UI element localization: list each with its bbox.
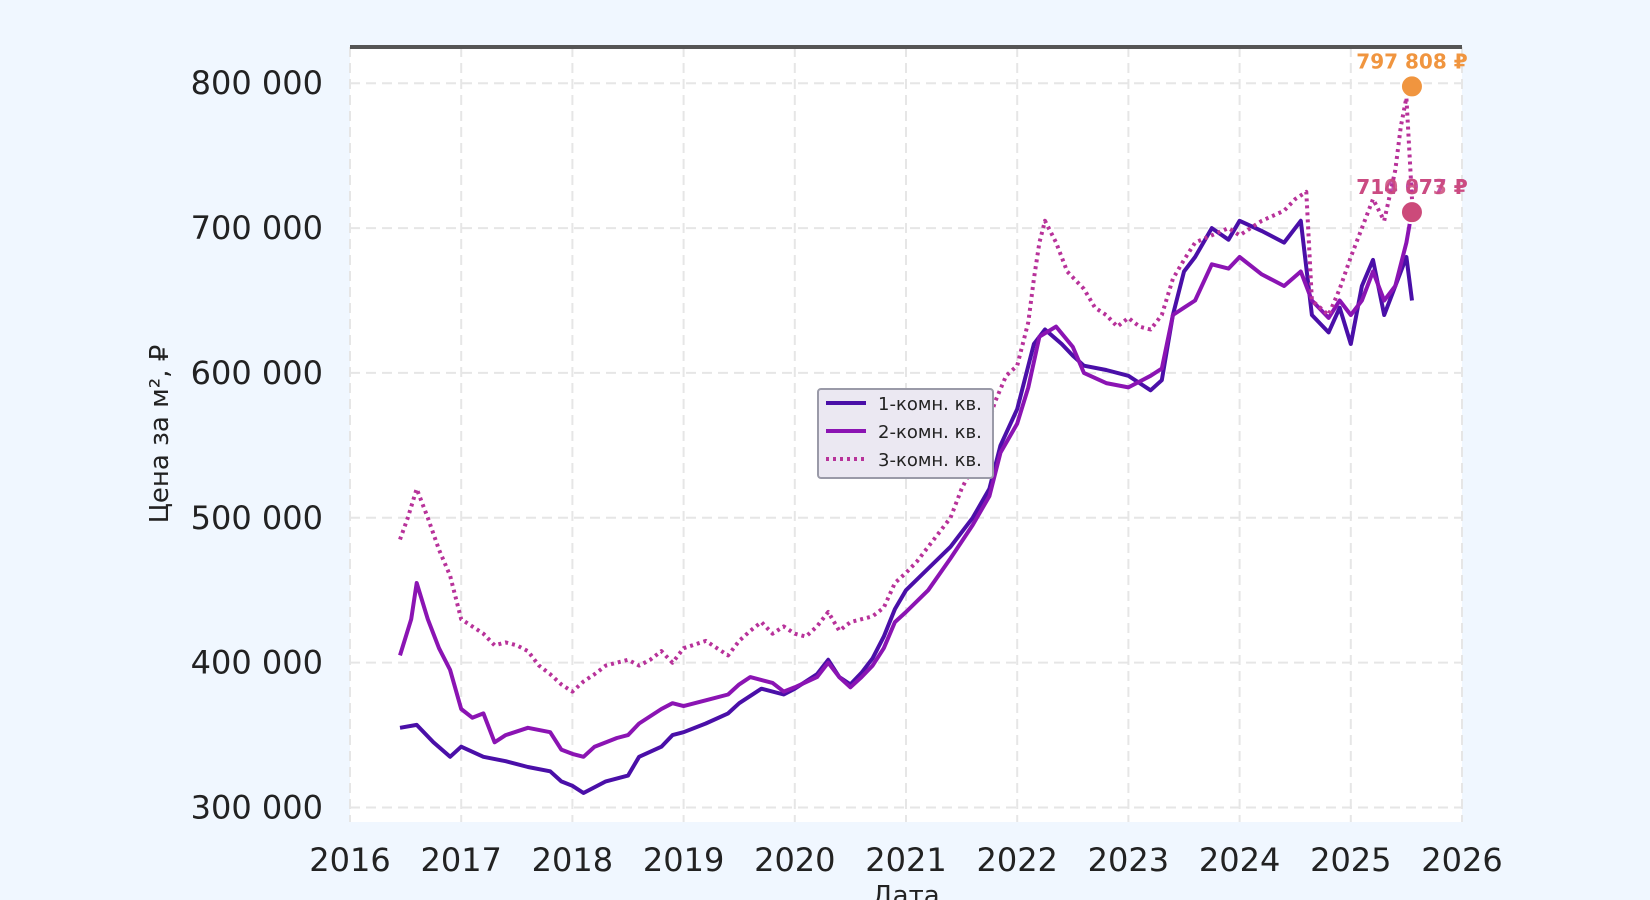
legend-label: 2-комн. кв. xyxy=(878,422,982,443)
y-tick-label: 300 000 xyxy=(191,789,323,827)
grid xyxy=(349,47,1463,822)
y-axis-label: Цена за м², ₽ xyxy=(145,345,175,524)
legend: 1-комн. кв. 2-комн. кв. 3-комн. кв. xyxy=(817,388,994,479)
legend-box xyxy=(817,388,994,479)
x-axis-label: Дата xyxy=(872,881,939,900)
series-line-2 xyxy=(398,210,1414,759)
series-line-3 xyxy=(398,95,1414,694)
x-tick-label: 2019 xyxy=(643,841,724,879)
x-axis-ticks: 2016 2017 2018 2019 2020 2021 2022 2023 2024 2025… xyxy=(309,841,1502,879)
legend-label: 1-комн. кв. xyxy=(878,394,982,415)
series-layer xyxy=(398,95,1414,795)
x-tick-label: 2020 xyxy=(754,841,835,879)
y-tick-label: 700 000 xyxy=(191,209,323,247)
x-tick-label: 2026 xyxy=(1421,841,1502,879)
x-tick-label: 2024 xyxy=(1199,841,1280,879)
end-marker-label: 710 873 ₽ xyxy=(1356,175,1467,199)
x-tick-label: 2017 xyxy=(420,841,501,879)
y-axis-ticks: 300 000 400 000 500 000 600 000 700 000 800 0… xyxy=(191,64,323,826)
x-tick-label: 2025 xyxy=(1310,841,1391,879)
x-tick-label: 2016 xyxy=(309,841,390,879)
x-tick-label: 2021 xyxy=(865,841,946,879)
x-tick-label: 2022 xyxy=(976,841,1057,879)
series-line-1 xyxy=(399,218,1414,795)
end-marker-dot xyxy=(1399,200,1424,225)
end-marker-label: 797 808 ₽ xyxy=(1356,49,1467,73)
y-tick-label: 600 000 xyxy=(191,354,323,392)
x-tick-label: 2023 xyxy=(1088,841,1169,879)
y-tick-label: 500 000 xyxy=(191,499,323,537)
end-marker-label: 714 077 ₽ xyxy=(1356,175,1467,199)
end-marker-dot xyxy=(1399,74,1424,99)
y-tick-label: 800 000 xyxy=(191,64,323,102)
end-markers: 797 808 ₽ 714 077 ₽710 873 ₽ xyxy=(1356,49,1468,225)
y-tick-label: 400 000 xyxy=(191,644,323,682)
x-tick-label: 2018 xyxy=(532,841,613,879)
legend-label: 3-комн. кв. xyxy=(878,450,982,471)
